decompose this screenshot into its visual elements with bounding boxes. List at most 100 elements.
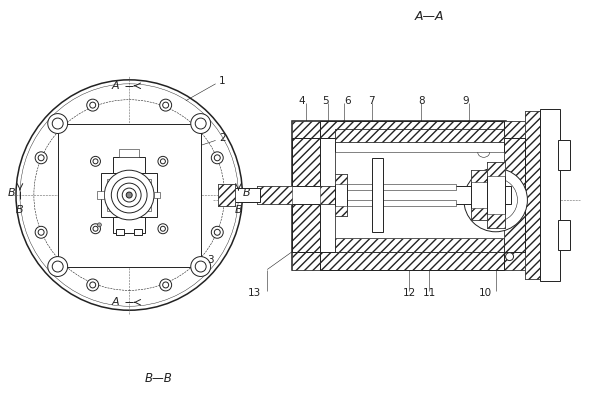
Bar	[487, 214, 505, 228]
Bar	[541, 109, 560, 282]
Bar	[503, 120, 526, 270]
Text: 6: 6	[344, 96, 351, 106]
Circle shape	[214, 229, 220, 235]
Circle shape	[160, 226, 166, 231]
Circle shape	[48, 257, 68, 276]
Text: 10: 10	[479, 288, 492, 298]
Bar	[335, 174, 347, 184]
Bar	[320, 145, 335, 245]
Bar	[487, 162, 505, 228]
Text: B: B	[242, 188, 250, 198]
Circle shape	[90, 282, 95, 288]
Circle shape	[91, 224, 100, 234]
Circle shape	[52, 118, 63, 129]
Bar	[335, 238, 503, 252]
Bar	[526, 111, 557, 280]
Circle shape	[93, 226, 98, 231]
Circle shape	[104, 170, 154, 220]
Bar	[292, 138, 320, 252]
Bar	[116, 229, 124, 235]
Circle shape	[93, 159, 98, 164]
Bar	[232, 188, 260, 202]
Bar	[335, 206, 347, 216]
Bar	[335, 174, 347, 216]
Ellipse shape	[16, 80, 242, 310]
Circle shape	[160, 279, 172, 291]
Text: 4: 4	[299, 96, 305, 106]
Bar	[292, 120, 506, 270]
Text: B: B	[8, 188, 16, 198]
Bar	[292, 138, 320, 252]
Circle shape	[474, 178, 517, 222]
Text: A: A	[112, 81, 119, 91]
Text: 13: 13	[248, 288, 261, 298]
Text: 3: 3	[208, 254, 214, 264]
Bar	[101, 173, 157, 217]
Circle shape	[91, 156, 100, 166]
Circle shape	[87, 279, 98, 291]
Bar	[97, 191, 104, 199]
Circle shape	[126, 192, 132, 198]
Circle shape	[122, 188, 136, 202]
Text: 8: 8	[418, 96, 424, 106]
Bar	[154, 192, 160, 198]
Bar	[471, 208, 487, 220]
Bar	[335, 128, 503, 142]
Circle shape	[160, 99, 172, 111]
Bar	[292, 252, 320, 270]
Text: B: B	[235, 205, 242, 215]
Text: 7: 7	[368, 96, 375, 106]
Bar	[134, 229, 142, 235]
Circle shape	[195, 261, 206, 272]
Circle shape	[214, 155, 220, 161]
Bar	[526, 111, 541, 280]
Text: 11: 11	[422, 288, 436, 298]
Text: 5: 5	[323, 96, 329, 106]
Polygon shape	[320, 138, 335, 252]
Text: B: B	[16, 205, 24, 215]
Circle shape	[464, 168, 527, 232]
Bar	[218, 184, 235, 206]
Bar	[292, 120, 320, 138]
Bar	[471, 170, 487, 220]
Circle shape	[211, 226, 223, 238]
Bar	[471, 170, 487, 182]
Circle shape	[163, 102, 169, 108]
Circle shape	[112, 177, 147, 213]
Text: B—B: B—B	[145, 372, 173, 385]
Circle shape	[191, 114, 211, 134]
Circle shape	[35, 226, 47, 238]
Circle shape	[35, 152, 47, 164]
Circle shape	[97, 223, 101, 227]
Bar	[257, 186, 511, 204]
Bar	[58, 124, 200, 266]
Circle shape	[160, 159, 166, 164]
Circle shape	[195, 118, 206, 129]
Circle shape	[211, 152, 223, 164]
Bar	[320, 252, 503, 270]
Bar	[257, 186, 292, 204]
Bar	[503, 138, 526, 252]
Bar	[320, 120, 503, 138]
Circle shape	[52, 261, 63, 272]
Circle shape	[117, 183, 141, 207]
Circle shape	[163, 282, 169, 288]
Bar	[558, 220, 570, 250]
Text: 12: 12	[403, 288, 416, 298]
Bar	[320, 252, 503, 270]
Bar	[347, 200, 456, 206]
Bar	[107, 179, 151, 211]
Bar	[347, 184, 456, 190]
Bar	[335, 138, 503, 252]
Circle shape	[191, 257, 211, 276]
Circle shape	[90, 102, 95, 108]
Bar	[335, 128, 503, 142]
Bar	[292, 120, 320, 270]
Text: A—A: A—A	[415, 10, 444, 23]
Circle shape	[506, 253, 514, 260]
Bar	[503, 120, 526, 270]
Circle shape	[158, 224, 168, 234]
Text: 9: 9	[463, 96, 469, 106]
Bar	[320, 145, 335, 245]
Bar	[558, 140, 570, 170]
